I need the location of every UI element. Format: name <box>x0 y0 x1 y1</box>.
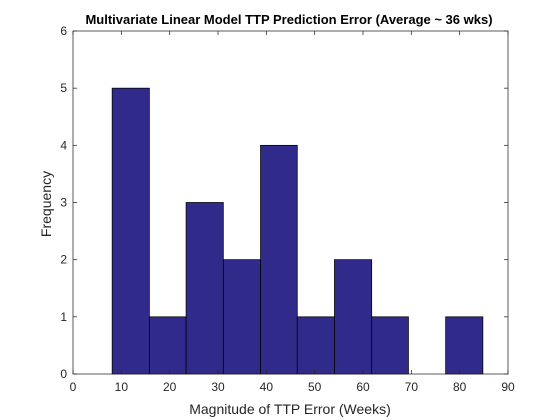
y-tick-label: 5 <box>60 81 67 95</box>
x-tick-label: 80 <box>453 380 467 394</box>
x-tick-label: 10 <box>115 380 129 394</box>
y-axis-label: Frequency <box>38 171 54 237</box>
histogram-bars <box>111 87 484 375</box>
x-tick-label: 60 <box>356 380 370 394</box>
chart-title: Multivariate Linear Model TTP Prediction… <box>85 12 492 27</box>
histogram-bar-1 <box>111 87 150 375</box>
axis-ticks <box>72 30 509 375</box>
histogram-bar-7 <box>334 259 373 375</box>
histogram-bar-4 <box>222 259 261 375</box>
histogram-bar-10 <box>445 316 484 375</box>
y-tick-label: 2 <box>60 253 67 267</box>
x-tick-label: 30 <box>211 380 225 394</box>
x-tick-label: 50 <box>308 380 322 394</box>
y-tick-label: 4 <box>60 138 67 152</box>
y-tick-label: 1 <box>60 310 67 324</box>
histogram-bar-5 <box>260 144 298 375</box>
y-tick-labels: 0 1 2 3 4 5 6 <box>60 24 67 381</box>
x-tick-label: 40 <box>260 380 274 394</box>
histogram-bar-3 <box>185 202 224 375</box>
x-tick-label: 0 <box>70 380 77 394</box>
y-tick-label: 6 <box>60 24 67 38</box>
x-axis-label: Magnitude of TTP Error (Weeks) <box>189 401 391 417</box>
x-tick-label: 20 <box>163 380 177 394</box>
y-tick-label: 0 <box>60 367 67 381</box>
histogram-bar-6 <box>296 316 335 375</box>
x-tick-label: 70 <box>405 380 419 394</box>
x-tick-labels: 0 10 20 30 40 50 60 70 80 90 <box>70 380 515 394</box>
y-tick-label: 3 <box>60 196 67 210</box>
x-tick-label: 90 <box>501 380 515 394</box>
histogram-bar-2 <box>148 316 187 375</box>
histogram-bar-8 <box>371 316 409 375</box>
